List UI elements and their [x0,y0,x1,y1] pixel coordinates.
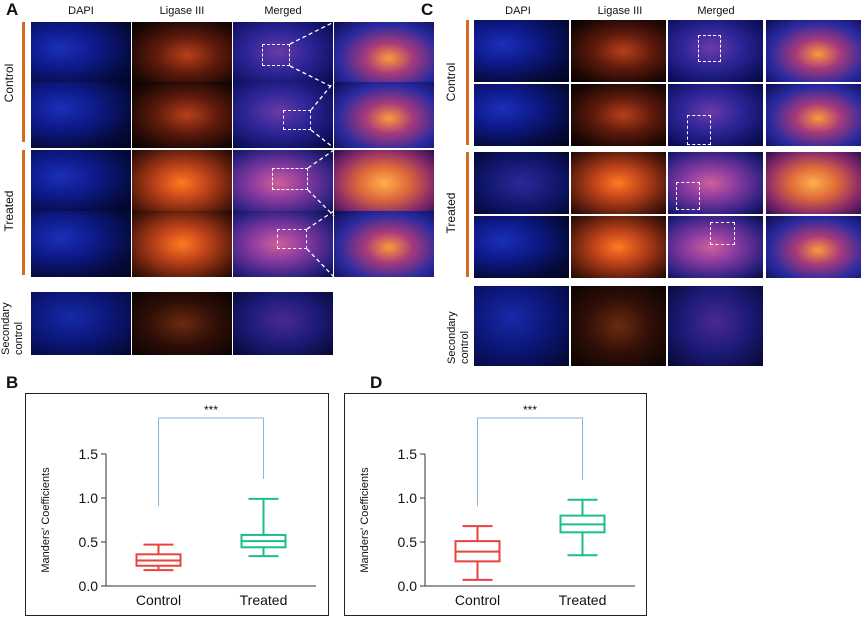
y-tick-label: 1.0 [79,490,99,506]
panel-label-a: A [6,0,19,19]
micrograph-ligase-secondary-c [571,286,666,366]
micrograph-merged-treated-1 [233,150,333,216]
box-plot-d: 0.0 0.5 1.0 1.5 Manders' Coefficients Control… [359,403,635,608]
y-tick-label: 0.5 [398,534,418,550]
zoom-region-box [687,115,711,145]
y-axis-label: Manders' Coefficients [40,467,52,573]
micrograph-ligase-treated-2 [132,211,232,277]
zoom-region-box [272,168,308,190]
micrograph-dapi-secondary-a [31,292,131,355]
panel-label-c: C [421,0,434,19]
micrograph-dapi-control-1 [31,22,131,88]
micrograph-ligase-treated-1 [132,150,232,216]
box-plot-frame-b: 0.0 0.5 1.0 1.5 Manders' Coefficients Control… [25,393,329,616]
micrograph-ligase-control-c1 [571,20,666,82]
micrograph-zoom-treated-c1 [766,152,861,214]
y-tick-label: 0.0 [398,578,418,594]
control-group-bar-c [466,20,469,145]
box-plot-b: 0.0 0.5 1.0 1.5 Manders' Coefficients Control… [40,403,316,608]
significance-label: *** [523,403,537,417]
secondary-label-line1: Secondary [0,302,12,355]
column-header-dapi-a: DAPI [68,5,94,17]
zoom-region-box [277,229,307,249]
micrograph-merged-treated-c1 [668,152,763,214]
column-header-ligase-a: Ligase III [159,5,205,17]
micrograph-dapi-control-2 [31,82,131,148]
row-label-control-c: Control [444,62,458,102]
micrograph-ligase-treated-c1 [571,152,666,214]
column-header-dapi-c: DAPI [505,5,531,17]
micrograph-dapi-secondary-c [474,286,569,366]
micrograph-zoom-control-c1 [766,20,861,82]
secondary-label-line1: Secondary [446,311,458,364]
micrograph-ligase-treated-c2 [571,216,666,278]
column-header-merged-c: Merged [697,5,735,17]
zoom-region-box [698,35,721,62]
y-tick-label: 1.0 [398,490,418,506]
x-category-label: Control [455,592,500,608]
treated-group-bar-c [466,152,469,277]
row-label-secondary-a: Secondary control [0,302,25,355]
micrograph-ligase-control-2 [132,82,232,148]
zoom-region-box [676,182,700,210]
micrograph-dapi-treated-c2 [474,216,569,278]
micrograph-dapi-treated-c1 [474,152,569,214]
micrograph-zoom-control-c2 [766,84,861,146]
x-category-label: Control [136,592,181,608]
y-tick-label: 1.5 [398,446,418,462]
micrograph-zoom-treated-c2 [766,216,861,278]
micrograph-merged-control-c2 [668,84,763,146]
micrograph-merged-secondary-a [233,292,333,355]
micrograph-dapi-treated-1 [31,150,131,216]
secondary-label-line2: control [13,321,25,355]
box-plot-frame-d: 0.0 0.5 1.0 1.5 Manders' Coefficients Control… [344,393,647,616]
column-header-ligase-c: Ligase III [597,5,643,17]
micrograph-dapi-control-c2 [474,84,569,146]
micrograph-dapi-control-c1 [474,20,569,82]
y-axis-label: Manders' Coefficients [359,467,371,573]
zoom-region-box [710,222,735,245]
micrograph-zoom-treated-2 [334,211,434,277]
micrograph-zoom-control-2 [334,82,434,148]
panel-label-d: D [370,373,383,392]
micrograph-merged-treated-c2 [668,216,763,278]
significance-bracket [477,417,583,506]
zoom-region-box [262,44,290,66]
row-label-treated-c: Treated [444,192,458,234]
micrograph-merged-control-1 [233,22,333,88]
y-tick-label: 0.0 [79,578,99,594]
panel-label-b: B [6,373,19,392]
y-tick-label: 0.5 [79,534,99,550]
x-category-label: Treated [240,592,288,608]
treated-group-bar-a [22,150,25,275]
secondary-label-line2: control [459,330,471,364]
micrograph-ligase-secondary-a [132,292,232,355]
micrograph-merged-secondary-c [668,286,763,366]
y-tick-label: 1.5 [79,446,99,462]
micrograph-zoom-treated-1 [334,150,434,216]
control-group-bar-a [22,22,25,142]
significance-label: *** [204,403,218,417]
micrograph-zoom-control-1 [334,22,434,88]
micrograph-merged-control-c1 [668,20,763,82]
column-header-merged-a: Merged [264,5,302,17]
row-label-secondary-c: Secondary control [446,294,471,364]
zoom-region-box [283,110,311,130]
micrograph-ligase-control-c2 [571,84,666,146]
significance-bracket [158,417,264,506]
micrograph-dapi-treated-2 [31,211,131,277]
x-category-label: Treated [559,592,607,608]
micrograph-ligase-control-1 [132,22,232,88]
micrograph-merged-treated-2 [233,211,333,277]
